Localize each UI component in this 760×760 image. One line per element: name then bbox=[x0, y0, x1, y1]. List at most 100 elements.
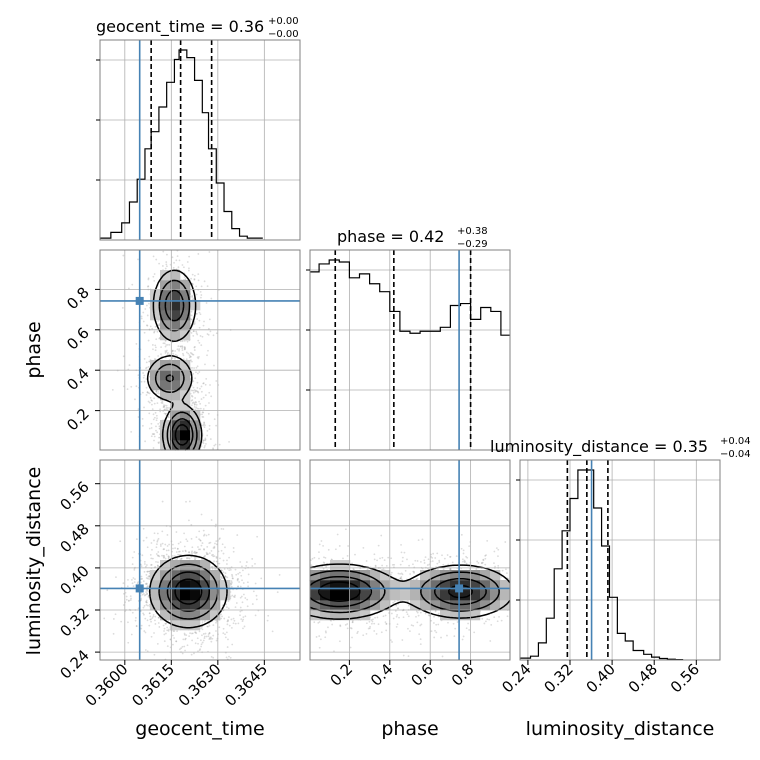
sample-point bbox=[210, 519, 213, 521]
sample-point bbox=[193, 389, 196, 391]
sample-point bbox=[322, 561, 325, 564]
density-bin bbox=[210, 590, 221, 601]
sample-point bbox=[172, 352, 175, 355]
sample-point bbox=[157, 565, 160, 568]
density-bin bbox=[170, 330, 181, 341]
sample-point bbox=[191, 353, 194, 356]
sample-point bbox=[167, 416, 170, 419]
sample-point bbox=[133, 551, 136, 553]
sample-point bbox=[193, 349, 196, 351]
sample-point bbox=[369, 625, 371, 628]
sample-point bbox=[152, 433, 155, 436]
sample-point bbox=[143, 406, 145, 409]
density-bin bbox=[500, 590, 511, 601]
sample-point bbox=[220, 617, 223, 620]
sample-point bbox=[438, 559, 441, 562]
sample-point bbox=[215, 567, 217, 570]
sample-point bbox=[220, 576, 223, 578]
sample-point bbox=[145, 378, 148, 380]
sample-point bbox=[436, 552, 439, 555]
sample-point bbox=[202, 411, 205, 414]
sample-point bbox=[254, 614, 257, 617]
sample-point bbox=[182, 352, 184, 355]
sample-point bbox=[154, 619, 156, 622]
sample-point bbox=[190, 314, 193, 317]
density-panel-geocent-time-vs-phase bbox=[99, 249, 301, 451]
sample-point bbox=[313, 621, 316, 624]
sample-point bbox=[224, 575, 227, 578]
sample-point bbox=[145, 394, 148, 396]
sample-point bbox=[153, 632, 155, 634]
sample-point bbox=[204, 554, 206, 557]
sample-point bbox=[431, 560, 434, 563]
sample-point bbox=[199, 539, 202, 542]
sample-point bbox=[228, 624, 231, 627]
sample-point bbox=[446, 554, 449, 556]
sample-point bbox=[461, 638, 464, 641]
sample-point bbox=[200, 627, 203, 630]
sample-point bbox=[112, 618, 115, 620]
sample-point bbox=[233, 596, 236, 599]
sample-point bbox=[156, 565, 159, 567]
sample-point bbox=[198, 319, 201, 322]
sample-point bbox=[370, 619, 373, 621]
sample-point bbox=[230, 618, 233, 621]
sample-point bbox=[368, 627, 371, 630]
sample-point bbox=[192, 330, 195, 333]
sample-point bbox=[196, 312, 198, 315]
density-bin bbox=[360, 590, 371, 601]
sample-point bbox=[338, 545, 341, 547]
sample-point bbox=[192, 330, 195, 333]
title-geocent-time: geocent_time = 0.36 bbox=[96, 17, 264, 37]
sample-point bbox=[143, 592, 145, 595]
sample-point bbox=[324, 557, 327, 559]
sample-point bbox=[146, 592, 149, 595]
sample-point bbox=[221, 576, 223, 579]
sample-point bbox=[497, 564, 500, 567]
sample-point bbox=[194, 403, 196, 406]
sample-point bbox=[196, 407, 199, 410]
sample-point bbox=[171, 349, 174, 352]
sample-point bbox=[163, 630, 165, 632]
panel-bg bbox=[100, 40, 300, 240]
sample-point bbox=[165, 344, 168, 346]
sample-point bbox=[154, 346, 157, 349]
sample-point bbox=[157, 561, 159, 564]
sample-point bbox=[451, 561, 454, 564]
sample-point bbox=[145, 582, 148, 585]
sample-point bbox=[181, 346, 184, 348]
sample-point bbox=[145, 601, 148, 603]
sample-point bbox=[251, 558, 254, 560]
sample-point bbox=[195, 406, 198, 409]
sample-point bbox=[145, 588, 148, 591]
sample-point bbox=[392, 617, 395, 620]
sample-point bbox=[197, 339, 200, 342]
sample-point bbox=[236, 578, 239, 581]
sample-point bbox=[230, 626, 233, 629]
sample-point bbox=[195, 330, 198, 333]
sample-point bbox=[228, 655, 230, 658]
sample-point bbox=[449, 555, 451, 558]
sample-point bbox=[188, 519, 190, 522]
density-panel-phase-vs-luminosity-distance bbox=[309, 459, 511, 661]
sample-point bbox=[212, 553, 214, 556]
sample-point bbox=[486, 618, 489, 621]
sample-point bbox=[227, 638, 229, 641]
sample-point bbox=[179, 345, 182, 348]
sample-point bbox=[215, 560, 218, 563]
sample-point bbox=[199, 548, 202, 551]
sample-point bbox=[122, 355, 125, 358]
sample-point bbox=[190, 332, 193, 334]
sample-point bbox=[181, 340, 184, 343]
sample-point bbox=[230, 580, 233, 582]
sample-point bbox=[103, 617, 106, 620]
sample-point bbox=[191, 632, 194, 635]
sample-point bbox=[188, 255, 191, 258]
sample-point bbox=[403, 551, 406, 554]
sample-point bbox=[161, 400, 164, 403]
sample-point bbox=[165, 406, 168, 409]
density-bin bbox=[390, 590, 401, 601]
sample-point bbox=[198, 400, 200, 403]
sample-point bbox=[150, 564, 152, 566]
sample-point bbox=[208, 402, 210, 404]
